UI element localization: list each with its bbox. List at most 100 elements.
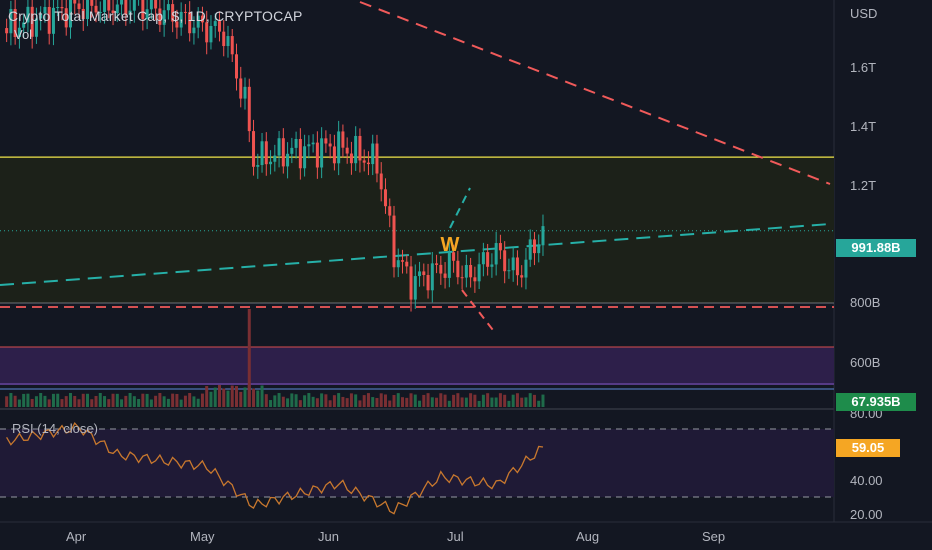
volume-bar xyxy=(205,386,209,407)
volume-bar xyxy=(469,393,473,407)
candle-body xyxy=(477,264,481,282)
candle-body xyxy=(324,138,328,144)
rsi-axis-tick: 40.00 xyxy=(850,473,883,488)
candle-body xyxy=(345,147,349,154)
volume-bar xyxy=(209,391,213,407)
volume-legend[interactable]: Vol xyxy=(14,27,33,42)
volume-bar xyxy=(332,395,336,407)
candle-body xyxy=(196,15,200,28)
candle-body xyxy=(426,274,430,291)
volume-bar xyxy=(226,390,230,407)
w-pattern-label[interactable]: W xyxy=(441,234,460,256)
volume-bar xyxy=(541,394,545,407)
candle-body xyxy=(124,0,128,15)
volume-bar xyxy=(166,398,170,407)
volume-bar xyxy=(213,387,217,407)
candle-body xyxy=(73,0,77,4)
volume-bar xyxy=(230,385,234,407)
volume-bar xyxy=(239,391,243,407)
candle-body xyxy=(149,0,153,10)
chart-legend-title[interactable]: Crypto Total Market Cap, $, 1D, CRYPTOCA… xyxy=(8,8,303,24)
candle-body xyxy=(371,143,375,165)
volume-bar xyxy=(435,397,439,407)
volume-bar xyxy=(98,393,102,407)
candle-body xyxy=(230,36,234,55)
volume-bar xyxy=(111,393,115,407)
volume-bar xyxy=(379,393,383,407)
candle-body xyxy=(115,4,119,14)
volume-bar xyxy=(307,393,311,407)
volume-bar xyxy=(145,393,149,407)
volume-bar xyxy=(60,399,64,407)
volume-bar xyxy=(77,399,81,407)
volume-bar xyxy=(345,398,349,407)
volume-bar xyxy=(426,393,430,407)
candle-body xyxy=(192,27,196,34)
candle-body xyxy=(90,0,94,6)
volume-bar xyxy=(34,396,38,407)
candle-body xyxy=(166,4,170,11)
volume-badge: 67.935B xyxy=(836,393,916,411)
candle-body xyxy=(252,131,256,167)
candle-body xyxy=(86,0,90,20)
candle-body xyxy=(171,4,175,22)
candle-body xyxy=(30,6,34,37)
volume-bar xyxy=(124,395,128,407)
candle-body xyxy=(503,250,507,272)
candle-body xyxy=(473,277,477,282)
volume-bar xyxy=(149,399,153,407)
volume-bar xyxy=(13,395,17,407)
candle-body xyxy=(447,252,451,278)
candle-body xyxy=(388,206,392,216)
candle-body xyxy=(341,131,345,148)
volume-bar xyxy=(171,393,175,407)
volume-bar xyxy=(349,393,353,407)
candle-body xyxy=(145,9,149,19)
candle-body xyxy=(515,257,519,276)
candle-body xyxy=(107,0,111,11)
candle-body xyxy=(383,189,387,207)
breakdown-leg xyxy=(461,289,497,335)
volume-bar xyxy=(401,397,405,407)
candle-body xyxy=(22,22,26,28)
candle-body xyxy=(222,31,226,47)
candle-body xyxy=(43,6,47,14)
candle-body xyxy=(464,264,468,278)
candle-body xyxy=(379,173,383,190)
candle-body xyxy=(51,7,55,34)
candle-body xyxy=(269,161,273,165)
volume-bar xyxy=(51,393,55,407)
candle-body xyxy=(158,8,162,25)
rsi-legend[interactable]: RSI (14, close) xyxy=(12,421,98,436)
candle-body xyxy=(460,277,464,279)
volume-bar xyxy=(26,393,30,407)
price-axis-tick: 1.6T xyxy=(850,60,877,75)
candle-body xyxy=(81,8,85,20)
descending-trendline xyxy=(359,1,831,185)
price-axis-tick: 1.2T xyxy=(850,178,877,193)
candle-body xyxy=(311,142,315,145)
candle-body xyxy=(396,260,400,268)
candle-body xyxy=(443,273,447,278)
volume-bar xyxy=(107,399,111,407)
candle-body xyxy=(26,6,30,23)
volume-bar xyxy=(175,393,179,407)
candle-body xyxy=(320,138,324,168)
rsi-line xyxy=(6,421,544,515)
candle-body xyxy=(486,252,490,267)
volume-bar xyxy=(515,393,519,407)
volume-bar xyxy=(290,393,294,407)
candle-body xyxy=(469,264,473,278)
candle-body xyxy=(294,138,298,148)
candle-body xyxy=(141,0,145,19)
candle-body xyxy=(307,144,311,147)
candle-body xyxy=(243,86,247,99)
volume-bar xyxy=(452,394,456,407)
time-axis-label: Apr xyxy=(66,529,87,544)
rsi-band-zone xyxy=(0,429,834,497)
candle-body xyxy=(418,271,422,277)
price-axis-tick: 1.4T xyxy=(850,119,877,134)
candle-body xyxy=(154,0,158,9)
volume-bar xyxy=(418,400,422,407)
